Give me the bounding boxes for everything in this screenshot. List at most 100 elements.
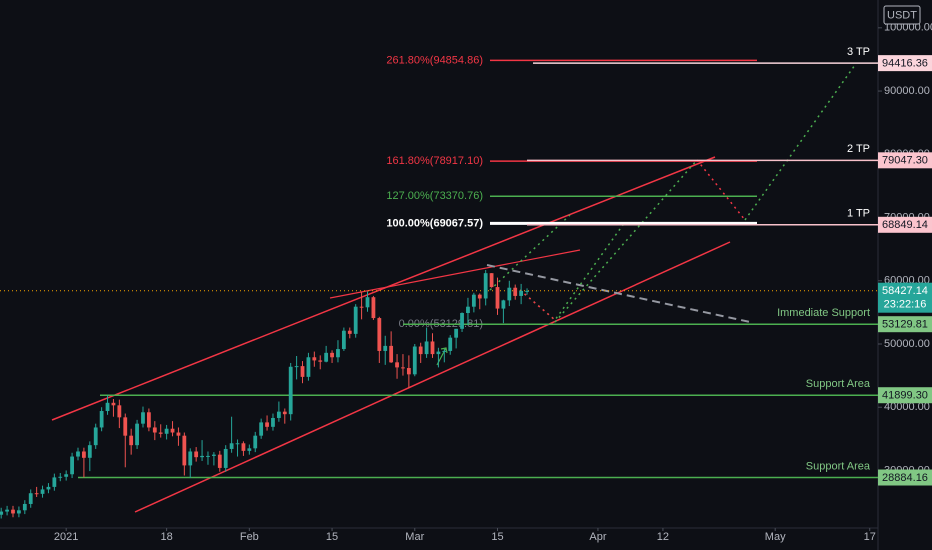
candle-body	[176, 432, 181, 436]
price-tag	[878, 152, 932, 169]
candle-body	[0, 511, 4, 515]
candle-body	[123, 417, 128, 436]
candle-body	[223, 448, 228, 468]
candle-body	[105, 402, 110, 412]
candle-body	[206, 455, 210, 457]
projection-up	[489, 214, 571, 291]
candle-body	[395, 362, 399, 368]
candle-body	[336, 349, 340, 358]
price-tag-label: 68849.14	[882, 219, 928, 231]
projection-down	[696, 159, 746, 221]
price-tag	[878, 55, 932, 72]
candle-body	[501, 300, 506, 309]
candle-body	[412, 346, 417, 375]
candle-body	[324, 352, 329, 362]
candle-body	[152, 427, 157, 433]
candle-body	[483, 273, 488, 299]
drawings	[51, 64, 856, 513]
candle-body	[170, 428, 175, 433]
candle-body	[82, 451, 86, 458]
candle-body	[377, 318, 382, 351]
candle-body	[312, 357, 317, 361]
candle-body	[489, 273, 494, 288]
candle-body	[466, 306, 470, 314]
candle-body	[46, 486, 51, 490]
candle-body	[11, 509, 15, 514]
candle-body	[471, 294, 476, 307]
fib-label: 161.80%(78917.10)	[386, 155, 483, 167]
countdown: 23:22:16	[884, 299, 927, 311]
price-tag-label: 94416.36	[882, 58, 928, 70]
candle-body	[235, 443, 240, 445]
candle-body	[418, 346, 423, 355]
candle-body	[507, 287, 512, 301]
price-tag	[878, 469, 932, 486]
y-tick-label: 40000.00	[884, 401, 930, 413]
candle-body	[288, 366, 293, 415]
candle-body	[424, 341, 429, 355]
candle-body	[58, 476, 63, 478]
candle-body	[347, 330, 352, 334]
candle-body	[22, 503, 27, 511]
currency-box	[883, 5, 921, 25]
candle-body	[28, 493, 33, 504]
candle-body	[383, 345, 388, 351]
level-name: 2 TP	[847, 143, 870, 155]
candle-body	[93, 427, 98, 446]
candle-body	[5, 509, 9, 512]
level-name: 1 TP	[847, 208, 870, 220]
candle-body	[259, 422, 264, 436]
level-name: 3 TP	[847, 46, 870, 58]
price-tag	[878, 316, 932, 333]
candle-body	[76, 451, 80, 457]
candle-body	[146, 412, 151, 428]
x-tick-label: 18	[160, 531, 172, 543]
candle-body	[477, 294, 482, 299]
candle-body	[40, 489, 45, 494]
candle-body	[389, 345, 394, 363]
candle-body	[318, 360, 323, 362]
candle-body	[460, 313, 464, 329]
candle-body	[247, 448, 252, 451]
trend-dashed	[486, 264, 751, 323]
channel-upper	[51, 156, 716, 421]
candle-body	[401, 367, 405, 369]
candle-body	[64, 474, 69, 477]
candle-body	[276, 411, 281, 418]
x-tick-label: 12	[657, 531, 669, 543]
candle-body	[406, 368, 411, 375]
candle-body	[164, 428, 169, 434]
x-tick-label: 17	[864, 531, 876, 543]
candle-body	[117, 405, 122, 418]
candle-body	[454, 328, 459, 338]
candle-body	[365, 297, 370, 308]
price-tag-label: 53129.81	[882, 319, 928, 331]
fib-label: 261.80%(94854.86)	[386, 54, 483, 66]
level-name: Support Area	[806, 378, 871, 390]
x-tick-label: Mar	[405, 531, 424, 543]
candle-body	[158, 432, 163, 434]
candle-body	[353, 306, 358, 334]
candle-body	[436, 351, 441, 355]
candle-body	[525, 290, 529, 292]
projection-down	[519, 289, 556, 321]
candle-body	[70, 456, 74, 475]
level-name: Immediate Support	[777, 307, 870, 319]
price-tag-label: 79047.30	[882, 155, 928, 167]
currency: USDT	[887, 9, 917, 21]
y-tick-label: 90000.00	[884, 85, 930, 97]
candle-body	[359, 306, 364, 308]
price-tag	[878, 387, 932, 404]
projection-up	[744, 64, 856, 221]
candle-body	[111, 402, 116, 406]
price-tag-label: 28884.16	[882, 472, 928, 484]
candle-body	[253, 435, 258, 449]
candle-body	[135, 423, 139, 446]
candle-body	[495, 287, 500, 309]
candle-body	[513, 287, 518, 296]
x-tick-label: May	[765, 531, 786, 543]
candle-body	[188, 451, 193, 466]
